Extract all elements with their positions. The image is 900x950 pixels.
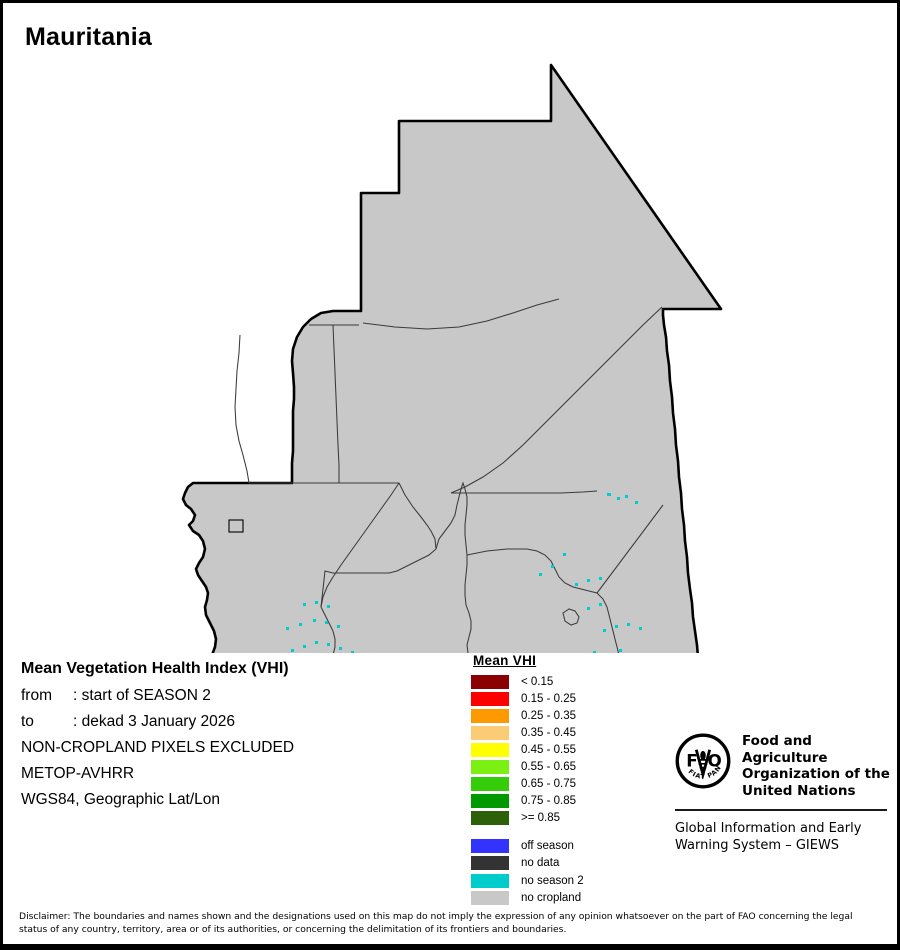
legend-class-label: 0.75 - 0.85 (521, 794, 576, 807)
fao-divider (675, 809, 887, 811)
country-outline-path (181, 63, 723, 653)
legend-class-label: 0.45 - 0.55 (521, 743, 576, 756)
admin-line-tagant-south (320, 548, 437, 608)
disclaimer-text: Disclaimer: The boundaries and names sho… (19, 911, 853, 935)
caption-to-label: to (21, 713, 34, 730)
admin-line-tagant-west (398, 482, 437, 550)
fao-organization-name: Food and Agriculture Organization of the U… (742, 733, 890, 799)
caption-from-label: from (21, 687, 52, 704)
mauritania-map-svg[interactable] (3, 53, 897, 653)
legend-class-label: 0.25 - 0.35 (521, 709, 576, 722)
fao-giews-name: Global Information and Early Warning Syst… (675, 821, 862, 853)
caption-block: Mean Vegetation Health Index (VHI) from:… (21, 655, 451, 813)
legend-status-swatch (471, 891, 509, 906)
legend-class-swatch (471, 810, 509, 825)
legend-class-row[interactable]: 0.45 - 0.55 (471, 741, 641, 758)
legend-class-row[interactable]: 0.15 - 0.25 (471, 690, 641, 707)
legend-status-row[interactable]: no season 2 (471, 872, 641, 890)
admin-boundaries-group (234, 298, 664, 653)
legend-status-row[interactable]: no cropland (471, 890, 641, 908)
map-canvas[interactable] (3, 53, 897, 653)
legend-class-label: 0.55 - 0.65 (521, 760, 576, 773)
legend-class-row[interactable]: >= 0.85 (471, 809, 641, 826)
page-title: Mauritania (25, 23, 153, 51)
admin-line-adrar-tagant (451, 490, 598, 494)
legend-class-swatch (471, 674, 509, 689)
legend-class-label: 0.15 - 0.25 (521, 692, 576, 705)
fao-header: F O FIAT PANIS Food and AgricultureOrgan… (675, 733, 890, 799)
fao-logo-icon: F O FIAT PANIS (675, 733, 731, 789)
admin-line-gorgol-brakna (320, 606, 336, 653)
caption-to-row: to : dekad 3 January 2026 (21, 709, 451, 735)
admin-line-assaba-finger (435, 481, 472, 653)
legend-class-row[interactable]: 0.75 - 0.85 (471, 792, 641, 809)
legend-class-swatch (471, 742, 509, 757)
caption-excluded-note: NON-CROPLAND PIXELS EXCLUDED (21, 739, 295, 756)
admin-line-adrar-north (362, 298, 560, 330)
caption-from-value: : start of SEASON 2 (73, 687, 211, 704)
legend-class-swatch (471, 793, 509, 808)
admin-line-tiris-diagonal (450, 306, 663, 494)
legend-status-label: no season 2 (521, 874, 584, 887)
disclaimer-divider (3, 944, 897, 947)
legend-class-label: < 0.15 (521, 675, 554, 688)
legend-block: Mean VHI < 0.15 0.15 - 0.25 0.25 - 0.35 0.3… (471, 653, 641, 907)
legend-class-row[interactable]: 0.65 - 0.75 (471, 775, 641, 792)
legend-class-swatch (471, 691, 509, 706)
legend-status-row[interactable]: no data (471, 855, 641, 873)
legend-status-row[interactable]: off season (471, 837, 641, 855)
legend-class-row[interactable]: 0.55 - 0.65 (471, 758, 641, 775)
legend-status-label: no cropland (521, 892, 582, 905)
admin-line-inchiri-vertical (332, 324, 340, 483)
cropland-pixels-no-season-2 (286, 493, 642, 653)
legend-status-label: no data (521, 857, 560, 870)
caption-sensor: METOP-AVHRR (21, 765, 135, 782)
svg-text:F: F (686, 751, 697, 771)
legend-class-swatch (471, 725, 509, 740)
legend-class-row[interactable]: 0.25 - 0.35 (471, 707, 641, 724)
caption-heading: Mean Vegetation Health Index (VHI) (21, 660, 289, 677)
nouakchott-marker (228, 519, 244, 533)
admin-line-east-notch (562, 608, 580, 626)
fao-block: F O FIAT PANIS Food and AgricultureOrgan… (675, 733, 890, 854)
legend-class-swatch (471, 708, 509, 723)
caption-projection: WGS84, Geographic Lat/Lon (21, 791, 221, 808)
admin-line-hodh-gharbi-north (466, 548, 620, 653)
caption-to-value: : dekad 3 January 2026 (73, 713, 236, 730)
legend-status-swatch (471, 856, 509, 871)
legend-class-label: 0.65 - 0.75 (521, 777, 576, 790)
legend-class-list: < 0.15 0.15 - 0.25 0.25 - 0.35 0.35 - 0.45 0… (471, 673, 641, 826)
legend-class-row[interactable]: < 0.15 (471, 673, 641, 690)
legend-status-label: off season (521, 839, 574, 852)
svg-text:O: O (707, 751, 721, 771)
legend-status-swatch (471, 838, 509, 853)
legend-class-swatch (471, 759, 509, 774)
legend-class-label: >= 0.85 (521, 811, 561, 824)
country-polygon-group (181, 63, 723, 653)
admin-line-nouadhibou-west (234, 334, 250, 484)
legend-class-label: 0.35 - 0.45 (521, 726, 576, 739)
legend-class-row[interactable]: 0.35 - 0.45 (471, 724, 641, 741)
caption-from-row: from : start of SEASON 2 (21, 683, 451, 709)
legend-status-swatch (471, 873, 509, 888)
legend-class-swatch (471, 776, 509, 791)
admin-line-brakna-diagonal (320, 482, 400, 608)
legend-status-list: off season no data no season 2 no cropland (471, 837, 641, 907)
admin-line-hodh-chargui (596, 504, 664, 594)
legend-title: Mean VHI (473, 653, 537, 668)
